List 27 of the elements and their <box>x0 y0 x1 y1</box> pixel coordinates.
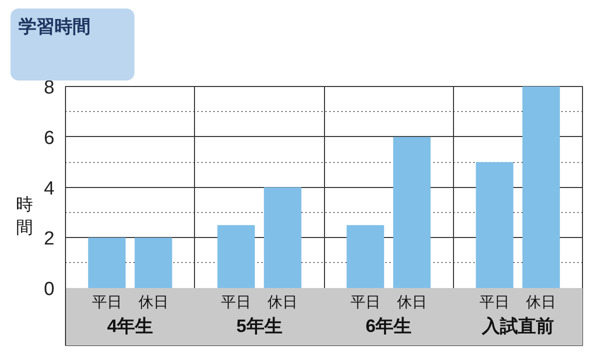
y-tick-label: 4 <box>44 178 55 200</box>
series-label: 休日 <box>138 294 168 311</box>
y-axis-title: 時間 <box>16 195 33 237</box>
bar <box>217 225 255 288</box>
bar <box>476 162 514 288</box>
y-tick-label: 8 <box>44 78 55 98</box>
bar <box>346 225 384 288</box>
text: 平日 <box>221 294 252 311</box>
bar <box>522 86 560 288</box>
text: 休日 <box>396 294 427 311</box>
y-tick-label: 2 <box>44 228 55 250</box>
bar <box>393 136 431 288</box>
x-tick-label: 5年生 <box>236 316 282 336</box>
x-tick-label: 6年生 <box>366 316 412 336</box>
y-tick-label: 0 <box>44 279 55 300</box>
y-tick-label: 6 <box>44 128 55 149</box>
text: 休日 <box>526 294 556 311</box>
text: 平日 <box>480 294 510 311</box>
x-tick-label: 4年生 <box>107 316 154 336</box>
text: 休日 <box>268 294 298 311</box>
bar <box>264 187 302 288</box>
x-tick-label: 入試直前 <box>480 316 554 336</box>
text: 平日 <box>350 294 380 311</box>
bar <box>134 238 172 288</box>
bar <box>88 238 126 288</box>
chart-title: 学習時間 <box>18 16 90 36</box>
series-label: 平日 <box>92 294 122 311</box>
